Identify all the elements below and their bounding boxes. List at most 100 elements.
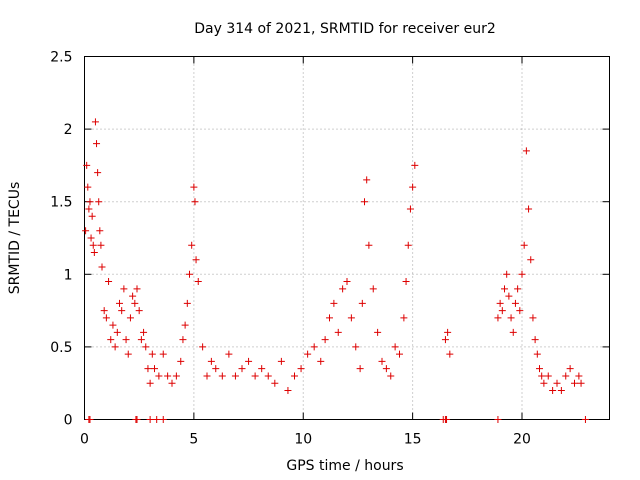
data-point xyxy=(511,299,519,307)
data-point xyxy=(153,416,161,423)
data-point xyxy=(83,161,91,169)
data-point xyxy=(218,372,226,380)
data-point xyxy=(387,372,395,380)
y-tick-labels: 0 0.5 1 1.5 2 2.5 xyxy=(50,50,72,429)
data-point xyxy=(365,241,373,249)
x-tick-label: 15 xyxy=(404,432,422,448)
data-point xyxy=(245,357,253,365)
grid-lines xyxy=(84,56,610,420)
data-point xyxy=(135,307,143,315)
data-point xyxy=(137,336,145,344)
data-point xyxy=(444,328,452,336)
data-point xyxy=(514,285,522,293)
data-point xyxy=(544,372,552,380)
data-point xyxy=(271,379,279,387)
data-point xyxy=(146,379,154,387)
data-point xyxy=(317,357,325,365)
data-point xyxy=(179,336,187,344)
data-point xyxy=(391,343,399,351)
data-point xyxy=(334,328,342,336)
data-point xyxy=(95,198,103,206)
data-point xyxy=(231,372,239,380)
data-point xyxy=(330,299,338,307)
data-point xyxy=(97,241,105,249)
axis-ticks xyxy=(84,56,610,420)
data-point xyxy=(225,350,233,358)
data-point xyxy=(94,169,102,177)
y-tick-label: 0 xyxy=(64,413,73,429)
data-point xyxy=(186,270,193,278)
data-point xyxy=(159,416,167,423)
data-point xyxy=(404,241,412,249)
x-tick-labels: 0 5 10 15 20 xyxy=(80,432,531,448)
data-point xyxy=(89,241,97,249)
data-point xyxy=(575,372,583,380)
data-point xyxy=(406,205,414,213)
data-point xyxy=(374,328,382,336)
data-point xyxy=(494,416,502,423)
x-tick-label: 20 xyxy=(513,432,531,448)
data-point xyxy=(87,234,95,242)
data-point xyxy=(352,343,360,351)
data-point xyxy=(538,372,546,380)
data-point xyxy=(321,336,329,344)
data-point xyxy=(396,350,403,358)
data-point xyxy=(339,285,347,293)
data-point xyxy=(194,278,202,286)
data-point xyxy=(120,285,128,293)
data-point xyxy=(527,256,535,264)
data-point xyxy=(146,416,154,423)
data-point xyxy=(188,241,196,249)
data-point xyxy=(297,365,305,373)
data-point xyxy=(107,336,115,344)
plot-frame xyxy=(84,56,610,420)
data-point xyxy=(326,314,333,322)
data-point xyxy=(402,278,410,286)
data-point xyxy=(520,241,528,249)
data-point xyxy=(126,314,134,322)
data-point xyxy=(571,379,578,387)
data-point xyxy=(199,343,207,351)
data-point xyxy=(177,357,185,365)
data-point xyxy=(118,307,126,315)
data-point xyxy=(446,350,454,358)
data-point xyxy=(105,278,113,286)
data-point xyxy=(531,336,539,344)
data-point xyxy=(304,350,312,358)
data-point xyxy=(181,321,189,329)
data-point xyxy=(129,292,137,300)
data-point xyxy=(140,328,148,336)
data-point xyxy=(113,328,121,336)
data-point xyxy=(124,350,132,358)
data-point xyxy=(190,183,198,191)
data-point xyxy=(207,357,215,365)
y-tick-label: 2.5 xyxy=(50,50,72,66)
data-point xyxy=(356,365,364,373)
data-point xyxy=(361,198,368,206)
data-point xyxy=(111,343,119,351)
data-point xyxy=(151,365,158,373)
data-point xyxy=(369,285,377,293)
data-point xyxy=(133,285,141,293)
data-point xyxy=(577,379,585,387)
data-point xyxy=(159,350,167,358)
data-point xyxy=(183,299,191,307)
data-point xyxy=(540,379,548,387)
data-point xyxy=(144,365,152,373)
data-point xyxy=(93,140,101,148)
data-point xyxy=(378,357,386,365)
data-point xyxy=(411,161,419,169)
y-tick-label: 1 xyxy=(64,267,73,283)
y-tick-label: 1.5 xyxy=(50,195,72,211)
data-point xyxy=(496,299,504,307)
data-point xyxy=(549,386,557,394)
data-point xyxy=(251,372,259,380)
data-point xyxy=(363,176,371,184)
data-point xyxy=(284,386,292,394)
data-point xyxy=(382,365,390,373)
data-point xyxy=(86,416,94,423)
data-point xyxy=(98,263,106,271)
data-point xyxy=(358,299,366,307)
